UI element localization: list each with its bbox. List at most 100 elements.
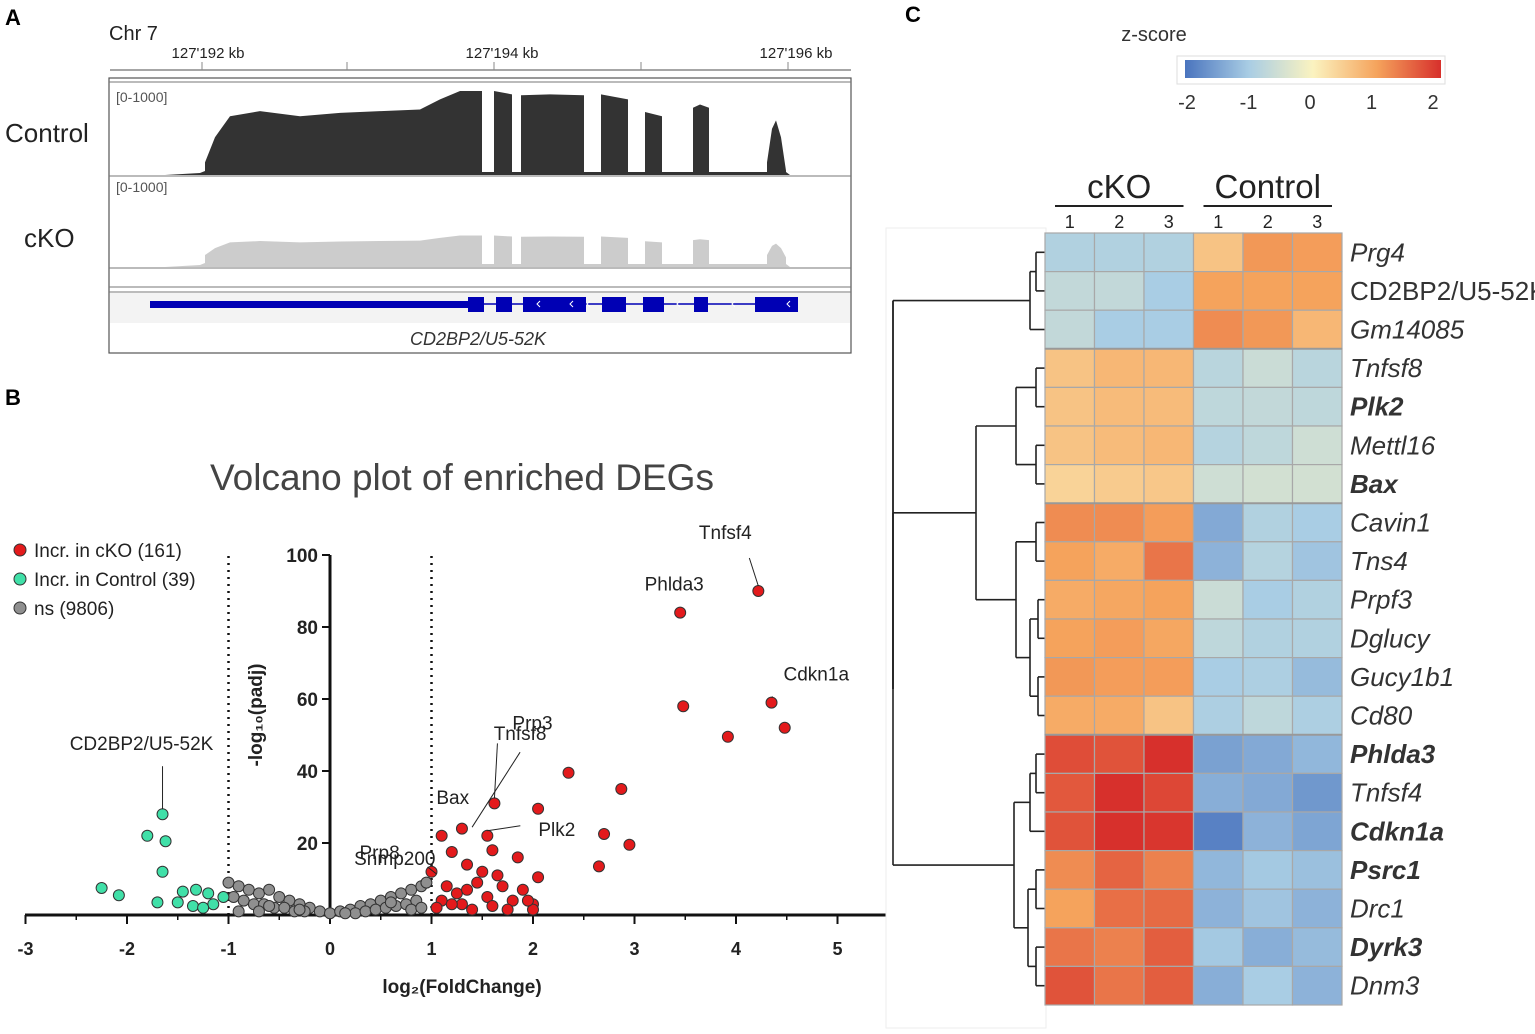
x-axis-label: log₂(FoldChange) <box>382 977 541 998</box>
up-point <box>778 721 791 734</box>
track-range-cko: [0-1000] <box>116 179 167 195</box>
heatmap-cell <box>1044 271 1096 311</box>
ns-point <box>395 887 408 900</box>
heatmap-cell <box>1093 734 1145 774</box>
heatmap-cell <box>1143 425 1195 466</box>
heatmap-cell <box>1093 888 1145 929</box>
heatmap-cell <box>1192 502 1244 543</box>
heatmap-cell <box>1192 618 1244 659</box>
heatmap-cell <box>1242 695 1294 736</box>
ns-point <box>242 883 255 896</box>
column-label: 1 <box>1213 212 1223 232</box>
down-point <box>141 829 154 842</box>
up-point <box>592 860 605 873</box>
heatmap-cell <box>1093 772 1145 813</box>
up-point <box>721 730 734 743</box>
heatmap-cell <box>1192 541 1244 581</box>
up-point <box>521 894 534 907</box>
heatmap-cell <box>1044 386 1096 427</box>
legend-marker <box>13 572 27 586</box>
gene-row-label: Drc1 <box>1350 894 1405 924</box>
dendrogram-frame <box>885 227 1047 1029</box>
legend-label: Incr. in cKO (161) <box>34 541 182 562</box>
heatmap-cell <box>1044 772 1096 813</box>
up-point <box>752 585 765 597</box>
ns-point <box>324 907 336 920</box>
strand-arrow <box>569 300 574 308</box>
heatmap-cell <box>1093 656 1145 697</box>
heatmap-cell <box>1291 464 1343 504</box>
column-label: 3 <box>1164 212 1174 232</box>
x-tick-label: -1 <box>220 939 236 959</box>
heatmap-cell <box>1242 965 1294 1006</box>
y-tick-label: 60 <box>297 690 318 711</box>
colorbar-ticks: -2 -1 0 1 2 <box>1178 92 1438 114</box>
ns-point <box>420 876 433 889</box>
up-point <box>455 822 468 835</box>
gene-row-label: Tnfsf4 <box>1350 778 1422 808</box>
heatmap-cell <box>1291 772 1343 813</box>
ns-point <box>273 891 286 903</box>
volcano-plot: Volcano plot of enriched DEGs -3 -2 -1 0 1 2 3… <box>13 457 889 998</box>
annotation-label: Cdkn1a <box>784 665 850 686</box>
heatmap-cell <box>1242 309 1294 350</box>
heatmap-cell <box>1143 849 1195 890</box>
heatmap-cell <box>1143 232 1195 273</box>
heatmap-cell <box>1044 502 1096 543</box>
heatmap-cell <box>1242 888 1294 929</box>
annotation-label: CD2BP2/U5-52K <box>70 734 214 755</box>
x-tick-label: 2 <box>528 939 538 959</box>
x-tick-label: -3 <box>17 939 33 959</box>
x-tick-label: 0 <box>325 939 335 959</box>
gene-row-label: Prpf3 <box>1350 585 1413 615</box>
up-point <box>562 766 575 779</box>
gene-row-label: Gm14085 <box>1350 315 1465 345</box>
heatmap-cell <box>1143 656 1195 697</box>
heatmap-cell <box>1242 464 1294 504</box>
heatmap-cell <box>1143 309 1195 350</box>
track-range-control: [0-1000] <box>116 89 167 105</box>
heatmap-cell <box>1044 695 1096 736</box>
column-group-label: cKO <box>1087 168 1151 205</box>
gene-row-label: Bax <box>1350 469 1399 499</box>
heatmap-cell <box>1291 965 1343 1006</box>
annotation-leader <box>427 866 437 875</box>
ns-point <box>232 880 245 893</box>
ns-point <box>252 887 265 900</box>
heatmap-cell <box>1044 309 1096 350</box>
heatmap-cell <box>1242 849 1294 890</box>
heatmap-cell <box>1291 656 1343 697</box>
heatmap-cell <box>1044 811 1096 852</box>
annotation-label: Snmp200 <box>354 849 435 870</box>
heatmap-cell <box>1192 386 1244 427</box>
up-point <box>598 828 611 840</box>
ns-point <box>222 876 235 889</box>
up-point <box>486 900 499 912</box>
heatmap-cell <box>1242 927 1294 967</box>
ns-point <box>405 903 418 916</box>
annotation-label: Tnfsf4 <box>699 523 752 544</box>
heatmap-cell <box>1093 464 1145 504</box>
heatmap-cell <box>1093 309 1145 350</box>
up-point <box>516 883 529 896</box>
x-tick-label: 5 <box>832 939 842 959</box>
ns-point <box>415 901 428 914</box>
y-axis-label: -log₁₀(padj) <box>246 664 267 767</box>
heatmap-cell <box>1044 232 1096 273</box>
heatmap-cell <box>1242 772 1294 813</box>
heatmap-cell <box>1291 502 1343 543</box>
gene-name-label: CD2BP2/U5-52K <box>410 329 547 349</box>
up-point <box>455 898 468 911</box>
ns-point <box>369 903 382 916</box>
ns-point <box>263 883 276 896</box>
up-point <box>491 869 504 882</box>
strand-arrow <box>536 300 541 308</box>
row-dendrogram <box>892 251 1045 987</box>
heatmap-cell <box>1044 734 1096 774</box>
y-tick-label: 20 <box>297 834 318 855</box>
volcano-axes: -3 -2 -1 0 1 2 3 4 5 20 40 60 80 100 <box>17 546 889 959</box>
utr-block <box>150 301 468 308</box>
heatmap-cell <box>1093 618 1145 659</box>
heatmap-cell <box>1242 579 1294 620</box>
up-point <box>425 865 438 878</box>
